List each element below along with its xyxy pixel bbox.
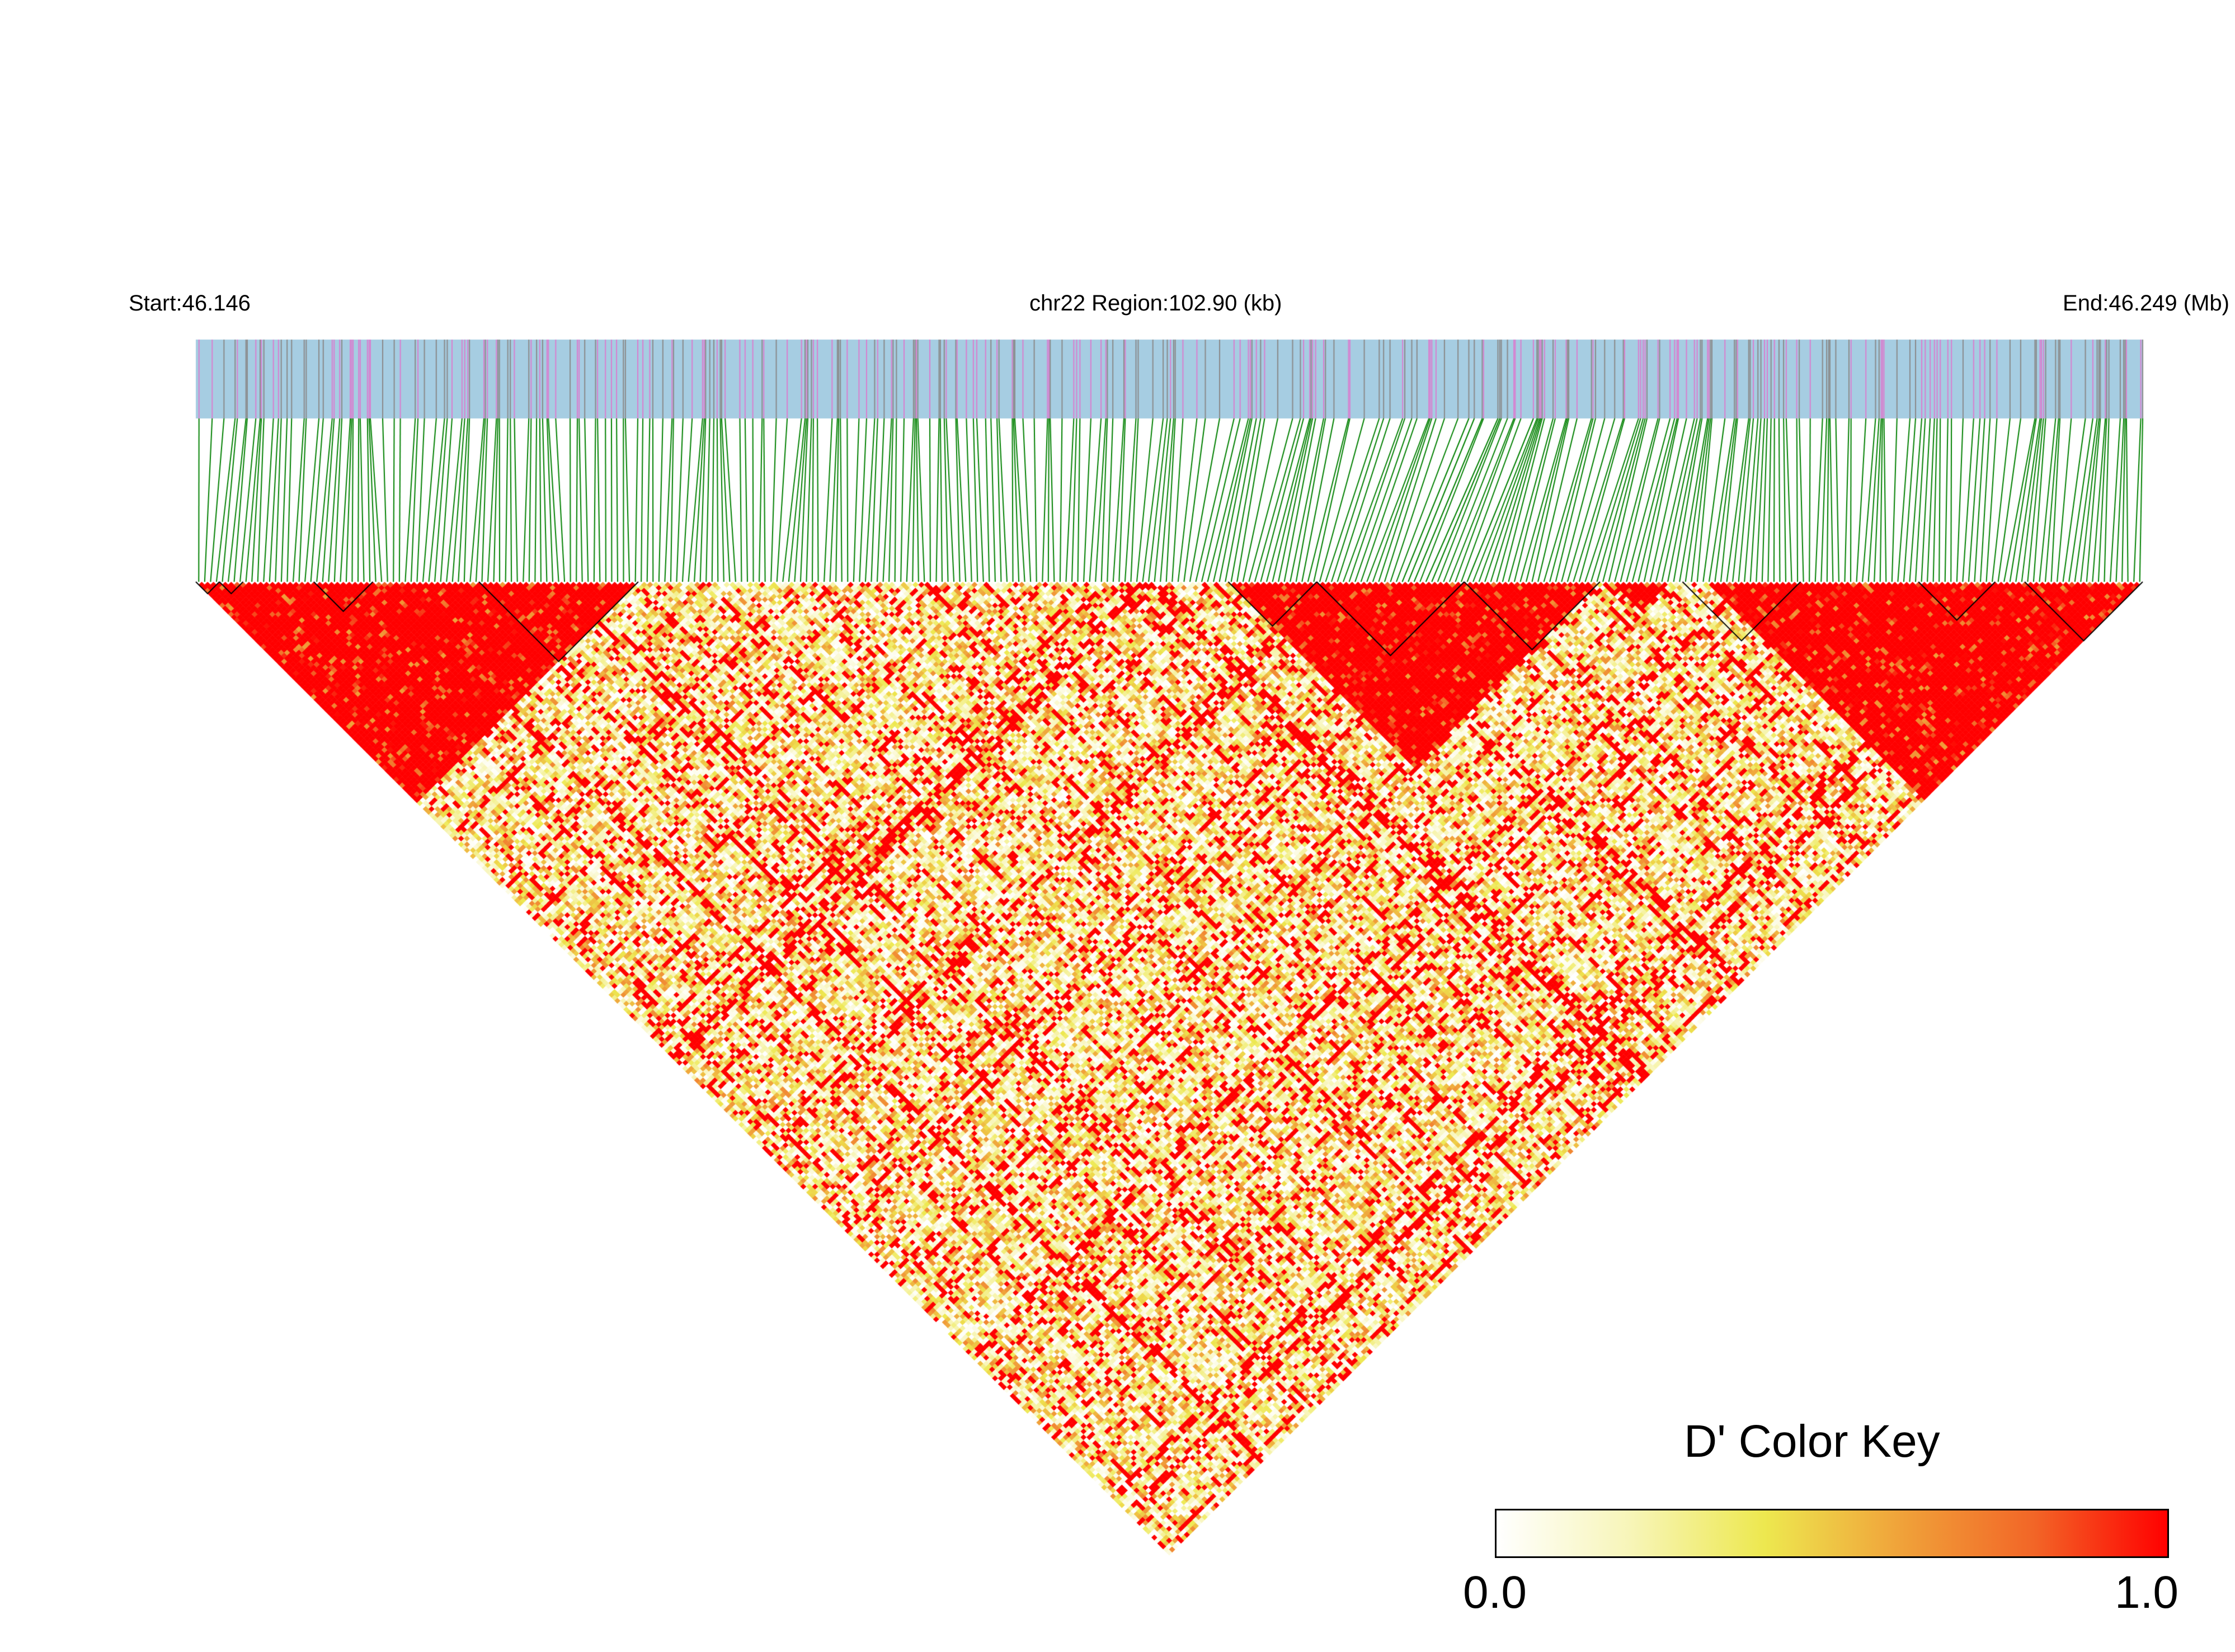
color-key-max-label: 1.0 bbox=[2115, 1567, 2178, 1618]
color-key-title: D' Color Key bbox=[1684, 1416, 1940, 1467]
end-position-label: End:46.249 (Mb) bbox=[2063, 291, 2229, 316]
start-position-label: Start:46.146 bbox=[129, 291, 251, 316]
region-label: chr22 Region:102.90 (kb) bbox=[1029, 291, 1282, 316]
color-key-gradient-bar bbox=[1495, 1509, 2169, 1558]
color-key-min-label: 0.0 bbox=[1463, 1567, 1527, 1618]
